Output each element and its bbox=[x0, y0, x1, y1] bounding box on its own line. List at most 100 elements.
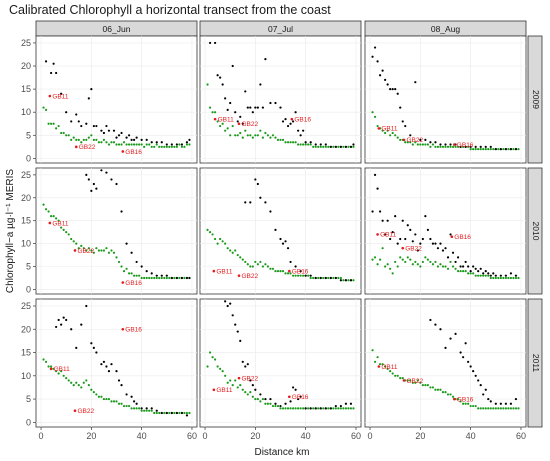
station-point bbox=[48, 94, 52, 98]
y-tick-label: 25 bbox=[21, 38, 31, 48]
calibrated-point bbox=[309, 143, 312, 146]
calibrated-point bbox=[221, 370, 224, 373]
measured-point bbox=[464, 145, 467, 148]
panel-2010-07_Jul: GB11 GB22 GB16 bbox=[199, 167, 362, 295]
calibrated-point bbox=[454, 145, 457, 148]
calibrated-point bbox=[456, 269, 460, 273]
calibrated-point bbox=[70, 138, 73, 142]
calibrated-point bbox=[434, 388, 437, 391]
calibrated-point bbox=[474, 274, 477, 277]
measured-point bbox=[246, 106, 249, 109]
calibrated-point bbox=[276, 404, 280, 408]
calibrated-point bbox=[439, 263, 442, 266]
calibrated-point bbox=[449, 260, 452, 264]
calibrated-point bbox=[150, 145, 153, 148]
measured-point bbox=[459, 145, 462, 148]
calibrated-point bbox=[163, 145, 166, 148]
calibrated-point bbox=[175, 145, 178, 148]
station-point bbox=[237, 274, 241, 277]
calibrated-point bbox=[226, 247, 229, 250]
measured-point bbox=[80, 323, 83, 326]
measured-point bbox=[389, 88, 392, 91]
panel-2009-08_Aug: GB11 GB22 GB16 bbox=[364, 35, 527, 164]
measured-point bbox=[291, 386, 295, 389]
calibrated-point bbox=[115, 256, 118, 259]
calibrated-point bbox=[381, 363, 384, 366]
calibrated-point bbox=[42, 358, 45, 361]
calibrated-point bbox=[389, 370, 392, 373]
calibrated-point bbox=[399, 377, 402, 380]
measured-point bbox=[60, 92, 63, 95]
measured-point bbox=[92, 346, 95, 349]
calibrated-point bbox=[259, 400, 262, 403]
measured-point bbox=[95, 351, 98, 354]
row-strip bbox=[527, 298, 543, 428]
calibrated-point bbox=[135, 407, 138, 410]
panel-2011-07_Jul: GB11 GB22 GB16 0 20 40 60 bbox=[199, 298, 362, 441]
calibrated-point bbox=[404, 260, 407, 264]
calibrated-point bbox=[337, 407, 340, 410]
calibrated-point bbox=[449, 393, 452, 396]
calibrated-point bbox=[87, 384, 90, 387]
calibrated-point bbox=[266, 265, 270, 268]
measured-point bbox=[304, 141, 307, 144]
calibrated-point bbox=[72, 384, 75, 387]
measured-point bbox=[145, 269, 148, 273]
calibrated-point bbox=[391, 131, 394, 135]
calibrated-point bbox=[276, 138, 280, 142]
measured-point bbox=[314, 143, 317, 146]
measured-point bbox=[264, 397, 267, 401]
measured-point bbox=[329, 276, 332, 280]
calibrated-point bbox=[173, 276, 176, 280]
measured-point bbox=[514, 274, 518, 277]
calibrated-point bbox=[90, 134, 93, 137]
calibrated-point bbox=[158, 411, 161, 415]
calibrated-point bbox=[236, 386, 239, 389]
calibrated-point bbox=[294, 407, 297, 410]
measured-point bbox=[297, 397, 300, 401]
calibrated-point bbox=[441, 390, 445, 394]
measured-point bbox=[87, 97, 90, 100]
calibrated-point bbox=[125, 404, 128, 408]
measured-point bbox=[231, 314, 234, 317]
calibrated-point bbox=[65, 377, 68, 380]
calibrated-point bbox=[185, 411, 189, 415]
calibrated-point bbox=[384, 131, 387, 135]
measured-point bbox=[110, 178, 113, 181]
calibrated-point bbox=[80, 141, 83, 144]
calibrated-point bbox=[424, 256, 427, 259]
calibrated-point bbox=[469, 272, 472, 275]
calibrated-point bbox=[234, 249, 237, 252]
x-tick-label: 20 bbox=[86, 431, 96, 441]
calibrated-point bbox=[95, 247, 98, 250]
measured-point bbox=[279, 404, 282, 408]
calibrated-point bbox=[441, 145, 445, 148]
calibrated-point bbox=[173, 145, 176, 148]
calibrated-point bbox=[436, 145, 440, 148]
calibrated-point bbox=[299, 274, 302, 277]
measured-point bbox=[133, 138, 136, 142]
measured-point bbox=[504, 274, 507, 277]
panel-2011-06_Jun: GB11 GB22 GB16 0 5 10 15 20 25 0 20 40 60 bbox=[21, 298, 198, 441]
calibrated-point bbox=[239, 384, 242, 387]
measured-point bbox=[509, 272, 513, 275]
x-tick-label: 40 bbox=[137, 431, 147, 441]
calibrated-point bbox=[464, 402, 467, 405]
measured-point bbox=[135, 136, 138, 139]
calibrated-point bbox=[507, 148, 510, 151]
calibrated-point bbox=[381, 129, 384, 132]
y-tick-label: 10 bbox=[21, 239, 31, 249]
calibrated-point bbox=[231, 251, 234, 254]
measured-point bbox=[213, 41, 217, 45]
calibrated-point bbox=[502, 148, 505, 151]
calibrated-point bbox=[394, 260, 397, 264]
calibrated-point bbox=[304, 143, 307, 146]
measured-point bbox=[279, 237, 282, 241]
station-point bbox=[453, 143, 456, 146]
measured-point bbox=[384, 233, 387, 236]
calibrated-point bbox=[271, 267, 275, 270]
calibrated-point bbox=[472, 404, 475, 408]
calibrated-point bbox=[115, 400, 118, 403]
calibrated-point bbox=[208, 106, 212, 109]
calibrated-point bbox=[143, 276, 146, 280]
